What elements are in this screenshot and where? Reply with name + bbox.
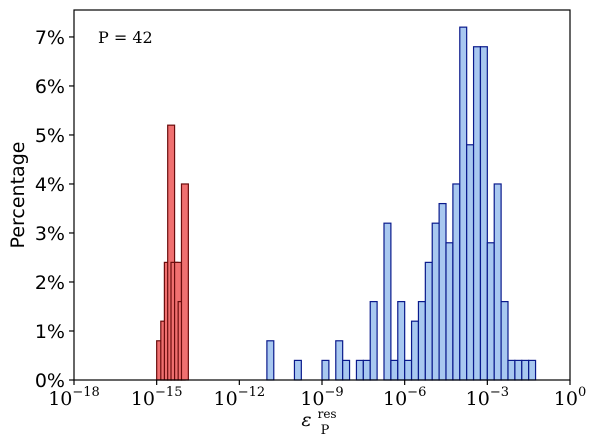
x-tick-label-exponent: −12 — [238, 385, 265, 400]
y-tick-label-3: 3% — [35, 223, 65, 245]
histogram-bar-s1-b0 — [266, 340, 275, 381]
histogram-bar-s1-b28 — [521, 359, 530, 381]
histogram-bar-s1-b3 — [335, 340, 344, 381]
x-tick-label-1: 10−15 — [131, 385, 183, 410]
histogram-bar-s0-b7 — [180, 183, 189, 381]
histogram-bar-s1-b18 — [452, 183, 461, 381]
x-tick-label-base: 10 — [300, 388, 324, 410]
histogram-bar-s1-b16 — [438, 202, 447, 381]
histogram-bar-s1-b10 — [397, 300, 406, 381]
histogram-bar-s1-b13 — [417, 300, 426, 381]
y-tick-label-6: 6% — [35, 76, 65, 98]
histogram-bar-s1-b8 — [383, 222, 392, 381]
x-tick-label-base: 10 — [48, 388, 72, 410]
histogram-bar-s1-b4 — [342, 359, 351, 381]
bars-layer — [156, 26, 537, 381]
x-tick-label-2: 10−12 — [214, 385, 266, 410]
x-tick-label-exponent: −6 — [407, 385, 426, 400]
x-tick-label-exponent: −15 — [155, 385, 182, 400]
y-tick-label-2: 2% — [35, 272, 65, 294]
x-tick-label-base: 10 — [131, 388, 155, 410]
histogram-bar-s1-b26 — [507, 359, 516, 381]
x-tick-label-exponent: −3 — [490, 385, 509, 400]
x-tick-label-base: 10 — [214, 388, 238, 410]
histogram-bar-s1-b22 — [479, 46, 488, 381]
histogram-bar-s1-b1 — [293, 359, 302, 381]
x-axis-label: ε res P — [301, 401, 342, 438]
x-tick-label-0: 10−18 — [48, 385, 100, 410]
x-axis-label-main: ε — [301, 409, 311, 431]
histogram-bar-s1-b24 — [493, 183, 502, 381]
x-axis-label-sup: res — [318, 407, 337, 421]
histogram-bar-s1-b23 — [486, 242, 495, 381]
x-tick-label-base: 10 — [554, 388, 578, 410]
x-axis-label-sub: P — [321, 423, 330, 438]
histogram-bar-s1-b19 — [459, 26, 468, 381]
y-tick-label-1: 1% — [35, 321, 65, 343]
histogram-bar-s1-b12 — [410, 320, 420, 381]
y-tick-label-4: 4% — [35, 174, 65, 196]
ticks-layer: 10−18 10−15 10−12 10−9 10−6 10−3 1000%1%2%3%4%… — [35, 27, 586, 410]
y-axis-label: Percentage — [7, 142, 29, 249]
histogram-bar-s1-b20 — [466, 144, 475, 381]
histogram-bar-s1-b11 — [404, 359, 413, 381]
histogram-bar-s1-b27 — [514, 359, 523, 381]
y-tick-label-7: 7% — [35, 27, 65, 49]
histogram-bar-s1-b9 — [390, 359, 399, 381]
histogram-bar-s1-b15 — [431, 222, 440, 381]
y-tick-label-5: 5% — [35, 125, 65, 147]
histogram-bar-s1-b2 — [321, 359, 330, 381]
histogram-bar-s1-b29 — [528, 359, 537, 381]
x-tick-label-base: 10 — [466, 388, 490, 410]
x-tick-label-6: 100 — [554, 385, 586, 410]
x-tick-label-exponent: 0 — [578, 385, 586, 400]
x-tick-label-exponent: −9 — [325, 385, 344, 400]
x-tick-label-exponent: −18 — [72, 385, 99, 400]
y-tick-label-0: 0% — [35, 370, 65, 392]
x-tick-label-base: 10 — [383, 388, 407, 410]
histogram-bar-s1-b17 — [445, 242, 454, 381]
histogram-bar-s1-b21 — [472, 46, 482, 381]
histogram-bar-s1-b5 — [355, 359, 364, 381]
histogram-bar-s1-b14 — [424, 261, 433, 381]
x-tick-label-4: 10−6 — [383, 385, 426, 410]
x-tick-label-5: 10−3 — [466, 385, 509, 410]
x-tick-label-3: 10−9 — [300, 385, 343, 410]
histogram-bar-s1-b7 — [369, 300, 378, 381]
histogram-bar-s1-b6 — [362, 359, 371, 381]
annotation-text: P = 42 — [98, 28, 153, 47]
histogram-bar-s1-b25 — [500, 300, 509, 381]
